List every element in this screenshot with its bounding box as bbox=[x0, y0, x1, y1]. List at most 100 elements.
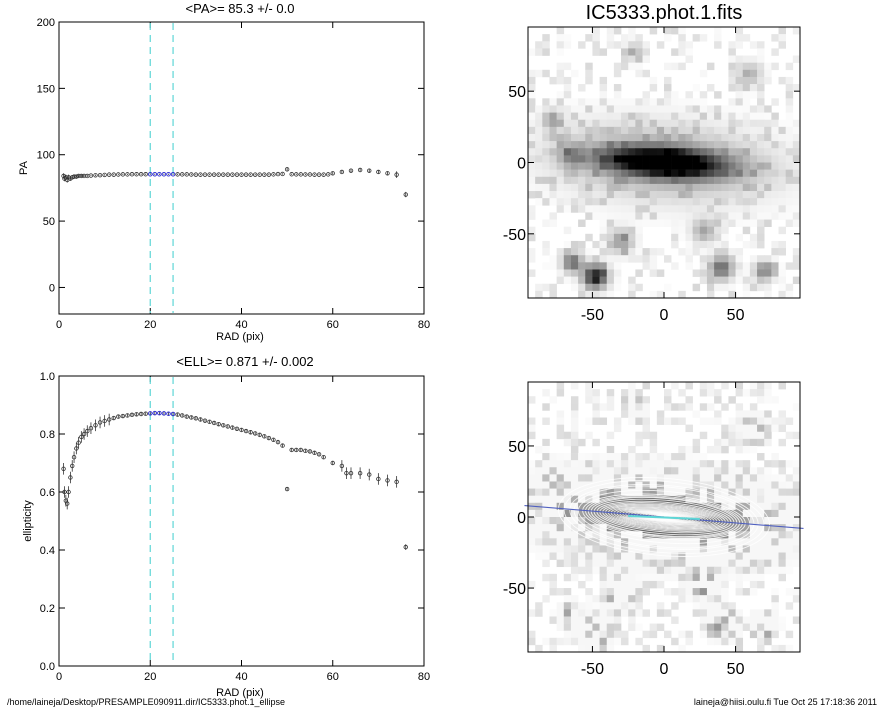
overlay-pixel bbox=[742, 538, 751, 546]
image-pixel bbox=[563, 248, 572, 256]
overlay-pixel bbox=[664, 538, 672, 546]
image-pixel bbox=[599, 169, 608, 178]
overlay-pixel bbox=[549, 552, 557, 560]
image-pixel bbox=[635, 176, 643, 185]
image-pixel bbox=[549, 141, 557, 149]
image-pixel bbox=[642, 191, 650, 199]
overlay-pixel bbox=[792, 595, 801, 603]
ell-point bbox=[152, 410, 158, 416]
overlay-pixel bbox=[764, 616, 772, 624]
overlay-pixel bbox=[735, 424, 744, 433]
overlay-pixel bbox=[599, 595, 608, 603]
overlay-pixel bbox=[570, 602, 579, 610]
overlay-pixel bbox=[742, 417, 751, 425]
overlay-pixel bbox=[706, 580, 715, 589]
image-pixel bbox=[570, 119, 579, 128]
overlay-pixel bbox=[592, 616, 600, 624]
image-pixel bbox=[642, 183, 650, 192]
image-pixel bbox=[778, 41, 786, 49]
image-pixel bbox=[635, 55, 643, 63]
image-pixel bbox=[656, 269, 665, 277]
pa-point bbox=[275, 171, 281, 177]
overlay-pixel bbox=[678, 481, 686, 489]
overlay-pixel bbox=[642, 410, 650, 418]
image-pixel bbox=[699, 212, 708, 220]
image-pixel bbox=[642, 212, 650, 220]
image-pixel bbox=[685, 98, 693, 106]
pa-point bbox=[262, 172, 267, 177]
image-pixel bbox=[556, 276, 565, 285]
overlay-pixel bbox=[678, 538, 686, 546]
image-pixel bbox=[578, 262, 586, 270]
image-pixel bbox=[613, 262, 622, 270]
image-pixel bbox=[721, 148, 729, 156]
image-pixel bbox=[613, 84, 622, 92]
image-pixel bbox=[649, 112, 658, 121]
image-pixel bbox=[785, 148, 794, 156]
image-pixel bbox=[635, 141, 643, 149]
image-pixel bbox=[764, 176, 772, 185]
overlay-pixel bbox=[656, 538, 665, 546]
image-pixel bbox=[556, 69, 565, 78]
ell-point bbox=[271, 437, 276, 442]
image-pixel bbox=[592, 191, 600, 199]
overlay-pixel bbox=[714, 573, 722, 582]
image-pixel bbox=[764, 62, 772, 71]
image-pixel bbox=[685, 248, 693, 256]
image-pixel bbox=[706, 162, 715, 170]
overlay-pixel bbox=[792, 495, 801, 504]
image-pixel bbox=[714, 205, 722, 213]
image-pixel bbox=[671, 105, 679, 113]
overlay-pixel bbox=[714, 566, 722, 575]
overlay-pixel bbox=[592, 460, 600, 468]
image-pixel bbox=[563, 62, 572, 71]
image-pixel bbox=[678, 41, 686, 49]
overlay-pixel bbox=[728, 637, 736, 646]
overlay-pixel bbox=[635, 403, 643, 411]
image-pixel bbox=[728, 126, 736, 135]
image-pixel bbox=[728, 133, 736, 142]
overlay-pixel bbox=[785, 517, 794, 525]
image-pixel bbox=[563, 141, 572, 149]
image-pixel bbox=[749, 84, 758, 92]
overlay-pixel bbox=[771, 552, 779, 560]
image-pixel bbox=[778, 212, 786, 220]
overlay-pixel bbox=[649, 559, 658, 568]
image-pixel bbox=[635, 269, 643, 277]
ell-xtick-label: 0 bbox=[56, 671, 62, 683]
image-pixel bbox=[621, 255, 629, 263]
image-pixel bbox=[542, 69, 550, 78]
image-pixel bbox=[649, 98, 658, 106]
overlay-pixel bbox=[613, 467, 622, 475]
pa-point bbox=[116, 172, 121, 177]
image-pixel bbox=[656, 112, 665, 121]
image-pixel bbox=[592, 248, 600, 256]
image-pixel bbox=[771, 162, 779, 170]
overlay-pixel bbox=[714, 595, 722, 603]
pa-xtick-label: 60 bbox=[327, 319, 339, 331]
pa-point bbox=[234, 172, 240, 177]
image-pixel bbox=[585, 176, 593, 185]
image-pixel bbox=[599, 226, 608, 235]
image-pixel bbox=[556, 141, 565, 149]
overlay-pixel bbox=[642, 396, 650, 404]
overlay-pixel bbox=[606, 545, 615, 553]
overlay-pixel bbox=[642, 580, 650, 589]
image-pixel bbox=[764, 119, 772, 128]
image-pixel bbox=[699, 133, 708, 142]
overlay-pixel bbox=[528, 637, 536, 646]
image-pixel bbox=[664, 212, 672, 220]
overlay-pixel bbox=[785, 431, 794, 440]
image-pixel bbox=[706, 148, 715, 156]
image-pixel bbox=[628, 162, 636, 170]
image-pixel bbox=[692, 233, 701, 242]
pa-xlabel: RAD (pix) bbox=[216, 331, 264, 343]
image-pixel bbox=[692, 191, 701, 199]
image-pixel bbox=[749, 148, 758, 156]
image-pixel bbox=[528, 126, 536, 135]
overlay-pixel bbox=[706, 417, 715, 425]
image-pixel bbox=[585, 212, 593, 220]
image-pixel bbox=[570, 269, 579, 277]
image-pixel bbox=[728, 105, 736, 113]
overlay-pixel bbox=[735, 417, 744, 425]
